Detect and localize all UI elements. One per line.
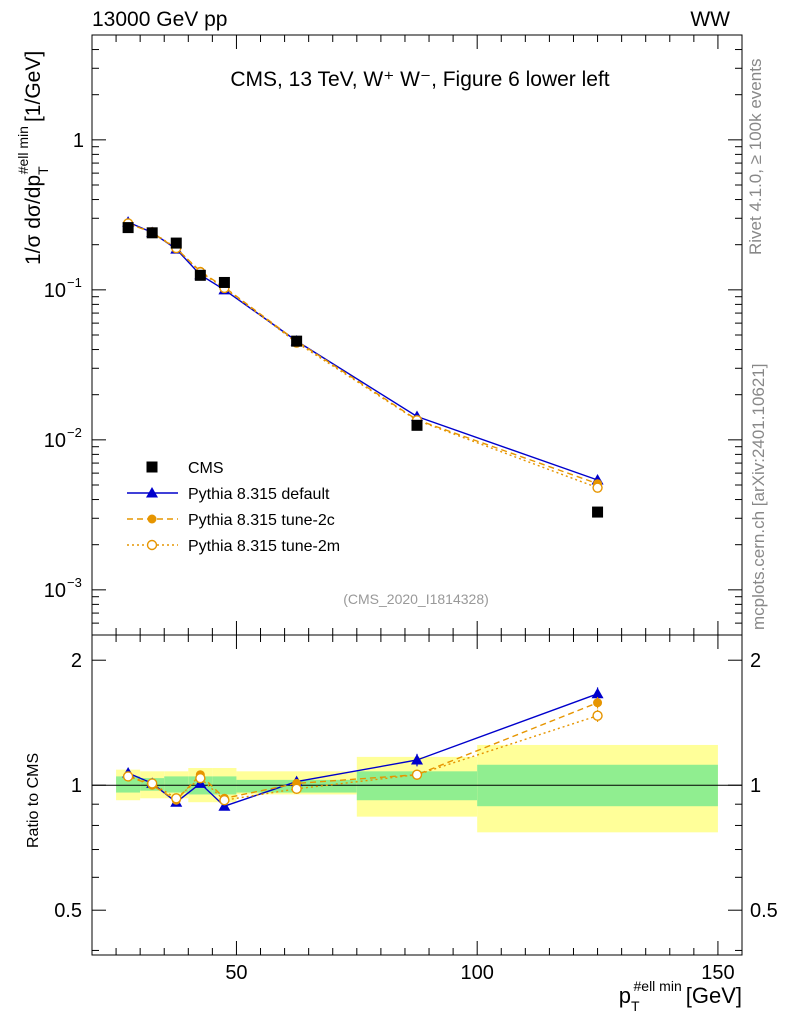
ratio-band-inner	[164, 776, 189, 793]
x-label-sub: T	[631, 998, 640, 1014]
analysis-label: (CMS_2020_I1814328)	[343, 591, 489, 607]
y-tick-label-exponent: −1	[67, 275, 82, 290]
svg-text:pT#ell min[GeV]: pT #ell min [GeV]	[619, 978, 742, 1014]
y-label-sup: #ell min	[15, 126, 31, 174]
x-axis-label: pT #ell min [GeV]	[619, 978, 742, 1014]
ratio-tick-label: 1	[71, 775, 82, 797]
ratio-series-0-point	[591, 687, 604, 699]
ratio-y-axis-label: Ratio to CMS	[25, 753, 42, 848]
ratio-series-0-point	[411, 753, 423, 765]
legend-marker	[147, 514, 157, 524]
ratio-tick-label-right: 1	[750, 775, 761, 797]
y-tick-label: 1	[73, 130, 84, 152]
legend: CMS Pythia 8.315 default Pythia 8.315 tune…	[127, 460, 340, 555]
x-tick-label: 50	[225, 962, 247, 984]
y-tick-label: 10	[44, 430, 66, 452]
ratio-series-2-point	[146, 778, 158, 789]
legend-marker	[146, 487, 158, 498]
data-point	[218, 276, 230, 288]
main-series-line-0	[127, 221, 598, 481]
data-point	[592, 506, 604, 518]
ratio-tick-label-right: 0.5	[750, 900, 778, 922]
ratio-series-line-1	[127, 702, 598, 802]
legend-marker	[146, 461, 158, 473]
main-series-line-2	[127, 222, 598, 489]
legend-label: CMS	[188, 460, 224, 477]
ratio-series-2-point	[122, 771, 134, 782]
y-tick-label-exponent: −3	[67, 575, 82, 590]
main-plot-area	[122, 216, 604, 518]
ratio-series-2-point	[195, 772, 206, 784]
data-point	[122, 222, 134, 234]
y-tick-label: 10	[44, 280, 66, 302]
legend-label: Pythia 8.315 tune-2m	[188, 538, 340, 555]
y-tick-label-exponent: −2	[67, 425, 82, 440]
y-label-sub: T	[35, 166, 51, 175]
x-tick-label: 100	[460, 962, 493, 984]
x-label-unit: [GeV]	[686, 983, 742, 1008]
y-tick-label: 10	[44, 580, 66, 602]
main-y-ticks: 110−110−210−3	[44, 34, 742, 636]
x-tick-label: 150	[701, 962, 734, 984]
data-point	[194, 269, 206, 281]
svg-text:1/σ dσ/dpT#ell min[1/GeV]: 1/σ dσ/dpT #ell min [1/GeV]	[15, 51, 51, 265]
data-point	[170, 237, 182, 249]
y-label-main: 1/σ dσ/dp	[22, 175, 45, 265]
main-series-2-point	[592, 482, 603, 493]
ratio-band-inner	[116, 776, 141, 793]
ratio-y-ticks: 2 2 1 1 0.5 0.5	[54, 650, 778, 951]
rivet-version-label: Rivet 4.1.0, ≥ 100k events	[746, 59, 765, 255]
data-point	[411, 419, 423, 431]
ratio-x-ticks: 50 100 150	[115, 635, 735, 984]
data-point	[291, 335, 303, 347]
main-panel: 110−110−210−3 CMS, 13 TeV, W⁺ W⁻, Figure…	[44, 34, 743, 636]
chart-title: CMS, 13 TeV, W⁺ W⁻, Figure 6 lower left	[230, 68, 609, 91]
header-left-label: 13000 GeV pp	[92, 8, 227, 31]
y-label-unit: [1/GeV]	[22, 51, 45, 122]
ratio-panel: 2 2 1 1 0.5 0.5 50 100 150	[54, 634, 778, 984]
ratio-series-line-2	[127, 715, 598, 801]
ratio-series-2-point	[592, 710, 603, 721]
ratio-series-2-point	[219, 795, 230, 806]
ratio-series-0-point	[218, 800, 231, 811]
ratio-series-2-point	[171, 793, 182, 804]
ratio-frame	[91, 634, 743, 956]
legend-marker	[146, 539, 158, 551]
ratio-series-2-point	[291, 783, 302, 795]
ratio-series-2-point	[411, 769, 423, 780]
legend-label: Pythia 8.315 default	[188, 486, 330, 503]
header-right-label: WW	[690, 8, 730, 31]
ratio-plot-area	[92, 687, 742, 833]
mcplots-label: mcplots.cern.ch [arXiv:2401.10621]	[749, 364, 768, 630]
main-series-line-1	[127, 222, 598, 485]
main-x-ticks	[115, 35, 719, 635]
legend-label: Pythia 8.315 tune-2c	[188, 512, 335, 529]
main-y-axis-label: 1/σ dσ/dpT #ell min [1/GeV]	[15, 51, 51, 265]
ratio-tick-label: 2	[71, 650, 82, 672]
ratio-series-1-point	[593, 698, 603, 708]
ratio-tick-label-right: 2	[750, 650, 761, 672]
ratio-tick-label: 0.5	[54, 900, 82, 922]
x-label-main: p	[619, 983, 631, 1008]
x-label-sup: #ell min	[634, 978, 682, 994]
data-point	[146, 227, 158, 239]
